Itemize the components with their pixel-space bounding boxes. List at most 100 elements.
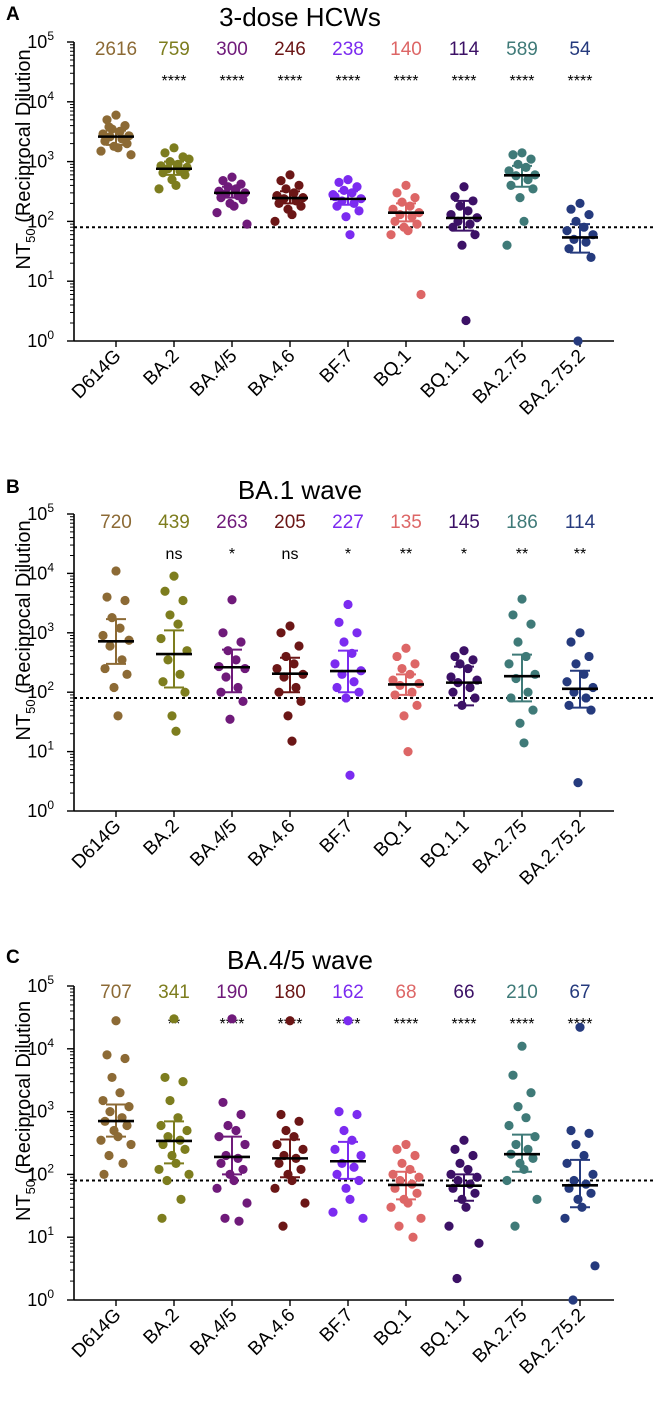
data-point <box>175 669 185 679</box>
data-point <box>229 1175 239 1186</box>
data-point <box>517 1041 527 1051</box>
data-point <box>448 222 458 232</box>
y-tick-label: 105 <box>27 973 54 996</box>
data-point <box>221 1150 231 1161</box>
data-point <box>450 1144 460 1155</box>
median-label: 439 <box>158 512 190 533</box>
data-point <box>450 191 460 202</box>
data-point <box>115 623 125 633</box>
series-ba-4-6: BA.4.6 246 **** <box>244 39 308 401</box>
data-point <box>98 630 108 641</box>
data-point <box>571 1139 581 1150</box>
data-point <box>111 566 121 576</box>
x-tick-label: BA.2 <box>140 346 184 390</box>
data-point <box>523 175 533 185</box>
data-point <box>345 230 355 240</box>
data-point <box>173 619 183 629</box>
data-point <box>403 747 413 757</box>
data-point <box>465 682 475 693</box>
data-point <box>523 1144 533 1155</box>
series-bq-1-1: BQ.1.1 145 * <box>417 512 482 872</box>
significance-label: **** <box>510 73 535 90</box>
data-point <box>242 219 252 229</box>
significance-label: **** <box>568 73 593 90</box>
series-bq-1: BQ.1 140 **** <box>370 39 426 391</box>
data-point <box>332 201 342 211</box>
median-label: 54 <box>569 39 591 60</box>
data-point <box>332 682 342 693</box>
data-point <box>218 176 228 186</box>
data-point <box>352 1109 362 1120</box>
data-point <box>126 1139 136 1150</box>
y-tick-label: 100 <box>27 1287 54 1310</box>
data-point <box>294 180 304 190</box>
data-point <box>291 682 301 693</box>
data-point <box>296 1164 306 1175</box>
data-point <box>100 663 110 674</box>
data-point <box>216 193 226 203</box>
data-point <box>573 336 583 346</box>
data-point <box>414 1172 424 1182</box>
data-point <box>115 1088 125 1098</box>
data-point <box>167 711 177 721</box>
significance-label: **** <box>394 73 419 90</box>
data-point <box>403 226 413 236</box>
data-point <box>163 1131 173 1142</box>
median-label: 67 <box>569 982 590 1003</box>
significance-label: * <box>345 546 351 563</box>
data-point <box>300 1198 310 1208</box>
x-tick-label: BA.2 <box>140 816 184 860</box>
data-point <box>502 240 512 250</box>
significance-label: **** <box>452 1016 477 1033</box>
data-point <box>470 1188 480 1198</box>
data-point <box>575 1022 585 1032</box>
data-point <box>410 193 420 203</box>
data-point <box>242 1198 252 1208</box>
data-point <box>401 1139 411 1150</box>
data-point <box>586 1188 596 1198</box>
data-point <box>160 1072 170 1083</box>
data-point <box>227 172 237 182</box>
median-label: 180 <box>274 982 306 1003</box>
data-point <box>227 595 237 605</box>
data-point <box>330 659 340 669</box>
data-point <box>564 244 574 254</box>
data-point <box>343 599 353 610</box>
median-label: 162 <box>332 982 364 1003</box>
data-point <box>117 655 127 665</box>
significance-label: ** <box>574 546 586 563</box>
median-label: 238 <box>332 39 364 60</box>
x-tick-label: BA.4.6 <box>244 816 299 871</box>
data-point <box>386 1202 396 1212</box>
x-tick-label: BA.4.6 <box>244 346 299 401</box>
data-point <box>416 289 426 300</box>
data-point <box>118 1158 128 1168</box>
data-point <box>562 1158 572 1168</box>
data-point <box>448 687 458 697</box>
y-tick-label: 100 <box>27 798 54 821</box>
data-point <box>573 778 583 788</box>
data-point <box>407 212 417 222</box>
data-point <box>220 1213 230 1223</box>
y-tick-label: 105 <box>27 29 54 52</box>
median-label: 227 <box>332 512 364 533</box>
data-point <box>457 240 467 250</box>
data-point <box>122 1120 132 1131</box>
data-point <box>508 150 518 160</box>
data-point <box>180 1144 190 1155</box>
data-point <box>560 1213 570 1223</box>
median-label: 140 <box>390 39 422 60</box>
data-point <box>352 182 362 192</box>
data-point <box>240 1139 250 1150</box>
panel-letter: C <box>6 947 20 968</box>
data-point <box>218 628 228 638</box>
data-point <box>104 122 114 132</box>
data-point <box>272 663 282 674</box>
data-point <box>579 669 589 679</box>
data-point <box>160 586 170 596</box>
data-point <box>461 315 471 326</box>
x-tick-label: BQ.1 <box>370 346 415 391</box>
data-point <box>463 206 473 216</box>
